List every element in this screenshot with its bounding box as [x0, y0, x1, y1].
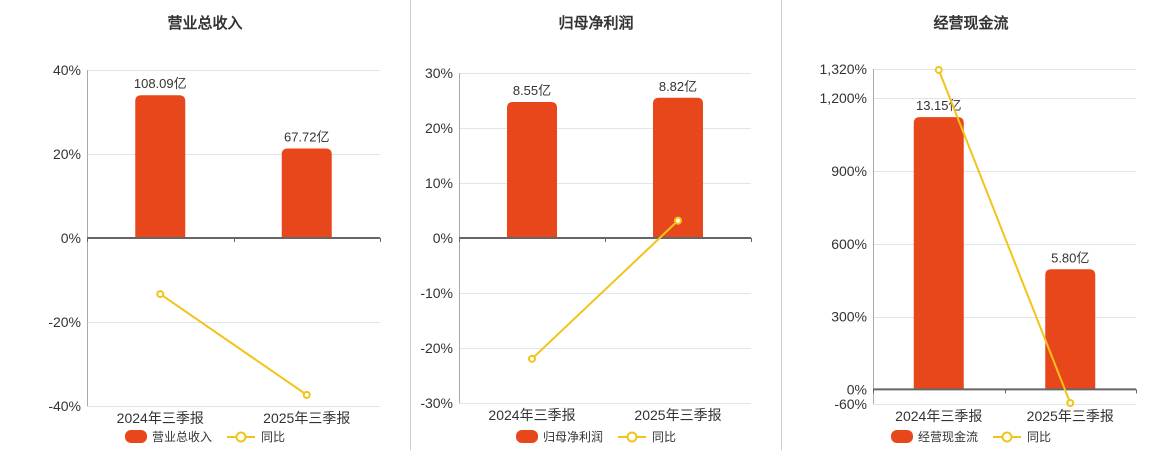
bar-value-label: 8.55亿: [513, 83, 551, 98]
bar-value-label: 13.15亿: [916, 98, 962, 113]
y-axis-tick-label: 30%: [425, 65, 453, 81]
x-axis-category-label: 2024年三季报: [488, 407, 575, 423]
chart-title-operating-cash-flow: 经营现金流: [933, 15, 1009, 32]
line-series-swatch-icon: [993, 431, 1021, 442]
y-axis-tick-label: -30%: [420, 395, 453, 411]
legend-bar-series-label: 经营现金流: [917, 430, 978, 444]
yoy-point-2025年三季报[interactable]: [302, 390, 311, 399]
legend-item-bar-series[interactable]: 归母净利润: [515, 428, 603, 445]
legend-item-bar-series[interactable]: 经营现金流: [890, 428, 978, 445]
bar-2025年三季报[interactable]: [281, 148, 332, 238]
y-axis-tick-label: 900%: [831, 163, 867, 179]
yoy-point-2025年三季报[interactable]: [1066, 399, 1075, 408]
x-axis-category-label: 2025年三季报: [1027, 408, 1114, 424]
yoy-point-2025年三季报[interactable]: [674, 216, 682, 225]
y-axis-tick-label: -20%: [48, 314, 81, 330]
y-axis-tick-label: -20%: [420, 340, 453, 356]
y-axis-tick-label: 0%: [61, 230, 81, 246]
bar-2025年三季报[interactable]: [1045, 269, 1096, 390]
bar-2025年三季报[interactable]: [653, 97, 703, 238]
legend-line-series-label: 同比: [652, 430, 677, 444]
line-series-swatch-icon: [618, 431, 646, 442]
bar-value-label: 108.09亿: [134, 76, 187, 91]
chart-legend: 经营现金流 同比: [782, 428, 1160, 445]
bar-series-swatch-icon: [124, 430, 147, 443]
legend-bar-series-label: 营业总收入: [151, 430, 212, 444]
chart-canvas-net-profit: 30% 20% 10% 0% -10% -20% -30% 8.55亿 2024年三季报 8.82…: [420, 65, 752, 423]
bar-value-label: 5.80亿: [1051, 250, 1089, 265]
y-axis-tick-label: -10%: [420, 285, 453, 301]
chart-panel-net-profit: 归母净利润 30% 20% 10% 0% -10% -20% -30% 8.55亿 2024年三…: [410, 0, 781, 450]
bar-series-swatch-icon: [515, 430, 538, 443]
x-axis-category-label: 2025年三季报: [263, 410, 350, 426]
y-axis-tick-label: 0%: [847, 381, 867, 397]
yoy-line: [531, 219, 679, 360]
legend-item-bar-series[interactable]: 营业总收入: [124, 428, 212, 445]
y-axis-tick-label: 600%: [831, 236, 867, 252]
yoy-line: [159, 293, 308, 396]
y-axis-tick-label: 10%: [425, 175, 453, 191]
yoy-point-2024年三季报[interactable]: [528, 354, 536, 363]
y-axis-tick-label: 0%: [433, 230, 453, 246]
y-axis-tick-label: -40%: [48, 398, 81, 414]
chart-canvas-operating-cash-flow: 1,320% 1,200% 900% 600% 300% 0%-60% 13.15亿 2024…: [820, 61, 1137, 424]
y-axis-tick-label: 40%: [53, 62, 81, 78]
bar-2024年三季报[interactable]: [913, 117, 964, 390]
legend-item-line-series[interactable]: 同比: [617, 428, 676, 445]
y-axis-tick-label: 20%: [53, 146, 81, 162]
legend-bar-series-label: 归母净利润: [542, 430, 603, 444]
y-axis-tick-label: 300%: [831, 309, 867, 325]
bar-value-label: 8.82亿: [659, 79, 697, 94]
legend-line-series-label: 同比: [261, 430, 286, 444]
chart-legend: 营业总收入 同比: [0, 428, 410, 445]
legend-line-series-label: 同比: [1027, 430, 1052, 444]
legend-item-line-series[interactable]: 同比: [226, 428, 285, 445]
bar-value-label: 67.72亿: [284, 130, 330, 145]
chart-legend: 归母净利润 同比: [411, 428, 781, 445]
y-axis-tick-label: 20%: [425, 120, 453, 136]
bar-series-swatch-icon: [890, 430, 913, 443]
bar-2024年三季报[interactable]: [507, 102, 557, 238]
y-axis-tick-label: -60%: [834, 396, 867, 412]
line-series-swatch-icon: [227, 431, 255, 442]
x-axis-category-label: 2024年三季报: [895, 408, 982, 424]
yoy-point-2024年三季报[interactable]: [156, 290, 165, 299]
chart-panel-operating-cash-flow: 经营现金流 1,320% 1,200% 900% 600% 300% 0% -60% 13.1…: [781, 0, 1160, 450]
y-axis-tick-label: 1,320%: [820, 61, 867, 77]
legend-item-line-series[interactable]: 同比: [992, 428, 1051, 445]
yoy-point-2024年三季报[interactable]: [934, 65, 943, 74]
chart-canvas-total-revenue: 40% 20% 0% -20% -40% 108.09亿 2024年三季报 67.72亿 202…: [48, 62, 381, 426]
bar-2024年三季报[interactable]: [135, 95, 186, 238]
chart-panel-total-revenue: 营业总收入 40% 20% 0% -20% -40% 108.09亿 2024年三季报 67.…: [0, 0, 410, 450]
yoy-line: [937, 69, 1072, 404]
y-axis-tick-label: 1,200%: [820, 90, 867, 106]
chart-title-total-revenue: 营业总收入: [167, 15, 243, 32]
x-axis-category-label: 2024年三季报: [117, 410, 204, 426]
x-axis-category-label: 2025年三季报: [634, 407, 721, 423]
chart-title-net-profit: 归母净利润: [558, 15, 634, 32]
